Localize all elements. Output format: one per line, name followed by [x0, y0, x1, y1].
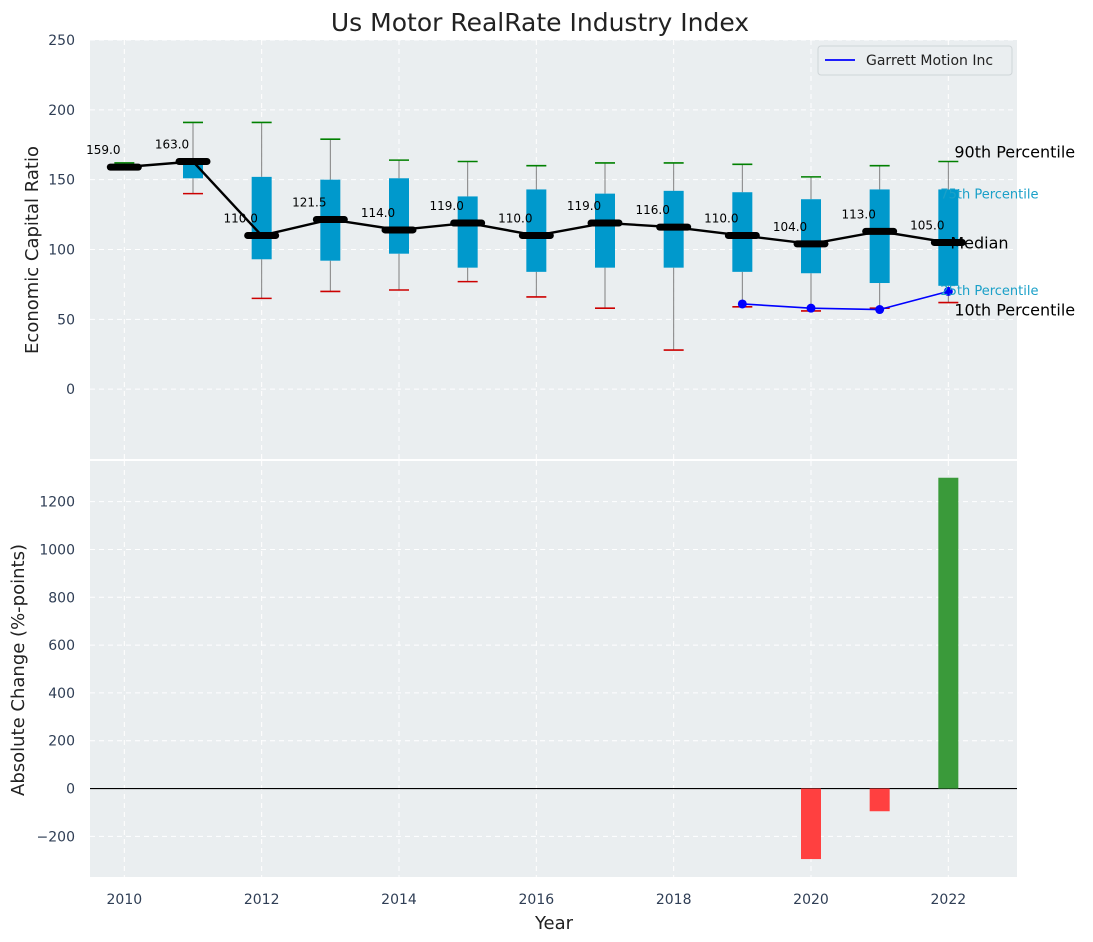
x-tick-label: 2014	[381, 892, 417, 908]
median-value-label: 110.0	[498, 212, 532, 226]
y-tick-label-bottom: 400	[48, 686, 75, 702]
median-value-label: 121.5	[292, 195, 326, 209]
median-value-label: 114.0	[361, 206, 395, 220]
median-value-label: 163.0	[155, 138, 189, 152]
box-2014	[389, 159, 409, 291]
series-point	[806, 303, 816, 313]
x-tick-label: 2020	[793, 892, 829, 908]
y-tick-label-top: 250	[48, 33, 75, 49]
label-90th-percentile: 90th Percentile	[954, 143, 1075, 162]
y-tick-label-bottom: −200	[37, 829, 75, 845]
median-value-label: 119.0	[567, 199, 601, 213]
iqr-box	[389, 178, 409, 254]
y-tick-label-top: 0	[66, 382, 75, 398]
legend-box	[817, 45, 1013, 76]
y-axis-label-bottom: Absolute Change (%-points)	[8, 544, 29, 796]
median-value-label: 116.0	[635, 203, 669, 217]
median-value-label: 105.0	[910, 219, 944, 233]
y-tick-label-top: 200	[48, 103, 75, 119]
legend-entry: Garrett Motion Inc	[866, 53, 993, 69]
y-tick-label-top: 100	[48, 243, 75, 259]
x-tick-label: 2018	[656, 892, 692, 908]
y-tick-label-bottom: 1200	[39, 495, 75, 511]
change-bar-2020	[801, 788, 821, 860]
y-tick-label-top: 150	[48, 173, 75, 189]
box-2016	[526, 164, 547, 298]
y-tick-label-top: 50	[57, 312, 75, 328]
label-75th-percentile: 75th Percentile	[940, 187, 1038, 202]
iqr-box	[801, 199, 821, 274]
change-bar-2022	[938, 477, 959, 789]
median-value-label: 159.0	[86, 143, 120, 157]
median-value-label: 119.0	[429, 199, 463, 213]
change-bar-panel: −200 0 200 400 600 800 1000 1200 2010 2012 2014 201…	[37, 461, 1017, 908]
x-tick-label: 2010	[107, 892, 143, 908]
y-tick-label-bottom: 200	[48, 734, 75, 750]
legend: Garrett Motion Inc	[817, 45, 1013, 76]
iqr-box	[457, 196, 478, 268]
iqr-box	[595, 193, 615, 268]
y-tick-label-bottom: 800	[48, 590, 75, 606]
x-tick-label: 2016	[519, 892, 555, 908]
x-axis-label: Year	[534, 913, 574, 934]
series-point	[943, 286, 953, 296]
median-value-label: 113.0	[841, 207, 875, 221]
y-tick-label-bottom: 1000	[39, 542, 75, 558]
label-10th-percentile: 10th Percentile	[954, 301, 1075, 320]
y-tick-label-bottom: 600	[48, 638, 75, 654]
plot-area-bottom	[90, 461, 1017, 877]
series-point	[875, 305, 885, 315]
box-2017	[595, 162, 615, 309]
change-bar-2021	[869, 788, 890, 812]
box-2020	[801, 176, 821, 312]
series-line	[742, 290, 949, 311]
y-axis-label-top: Economic Capital Ratio	[22, 146, 43, 354]
x-tick-label: 2022	[931, 892, 967, 908]
x-tick-label: 2012	[244, 892, 280, 908]
label-25th-percentile: 25th Percentile	[940, 284, 1038, 299]
iqr-box	[938, 189, 959, 286]
iqr-box	[869, 189, 890, 284]
y-tick-label-bottom: 0	[66, 782, 75, 798]
box-2015	[457, 160, 478, 283]
median-value-label: 104.0	[773, 220, 807, 234]
series-point	[737, 299, 747, 309]
box-plot-panel: 0 50 100 150 200 250 159.0 163.0 110.0 121.5 114.0…	[48, 33, 1075, 459]
median-value-label: 110.0	[704, 212, 738, 226]
label-median: Median	[950, 234, 1008, 253]
chart-title: Us Motor RealRate Industry Index	[331, 8, 749, 37]
box-2022	[938, 160, 959, 304]
box-2021	[869, 164, 890, 309]
iqr-box	[526, 189, 547, 272]
median-value-label: 110.0	[223, 212, 257, 226]
